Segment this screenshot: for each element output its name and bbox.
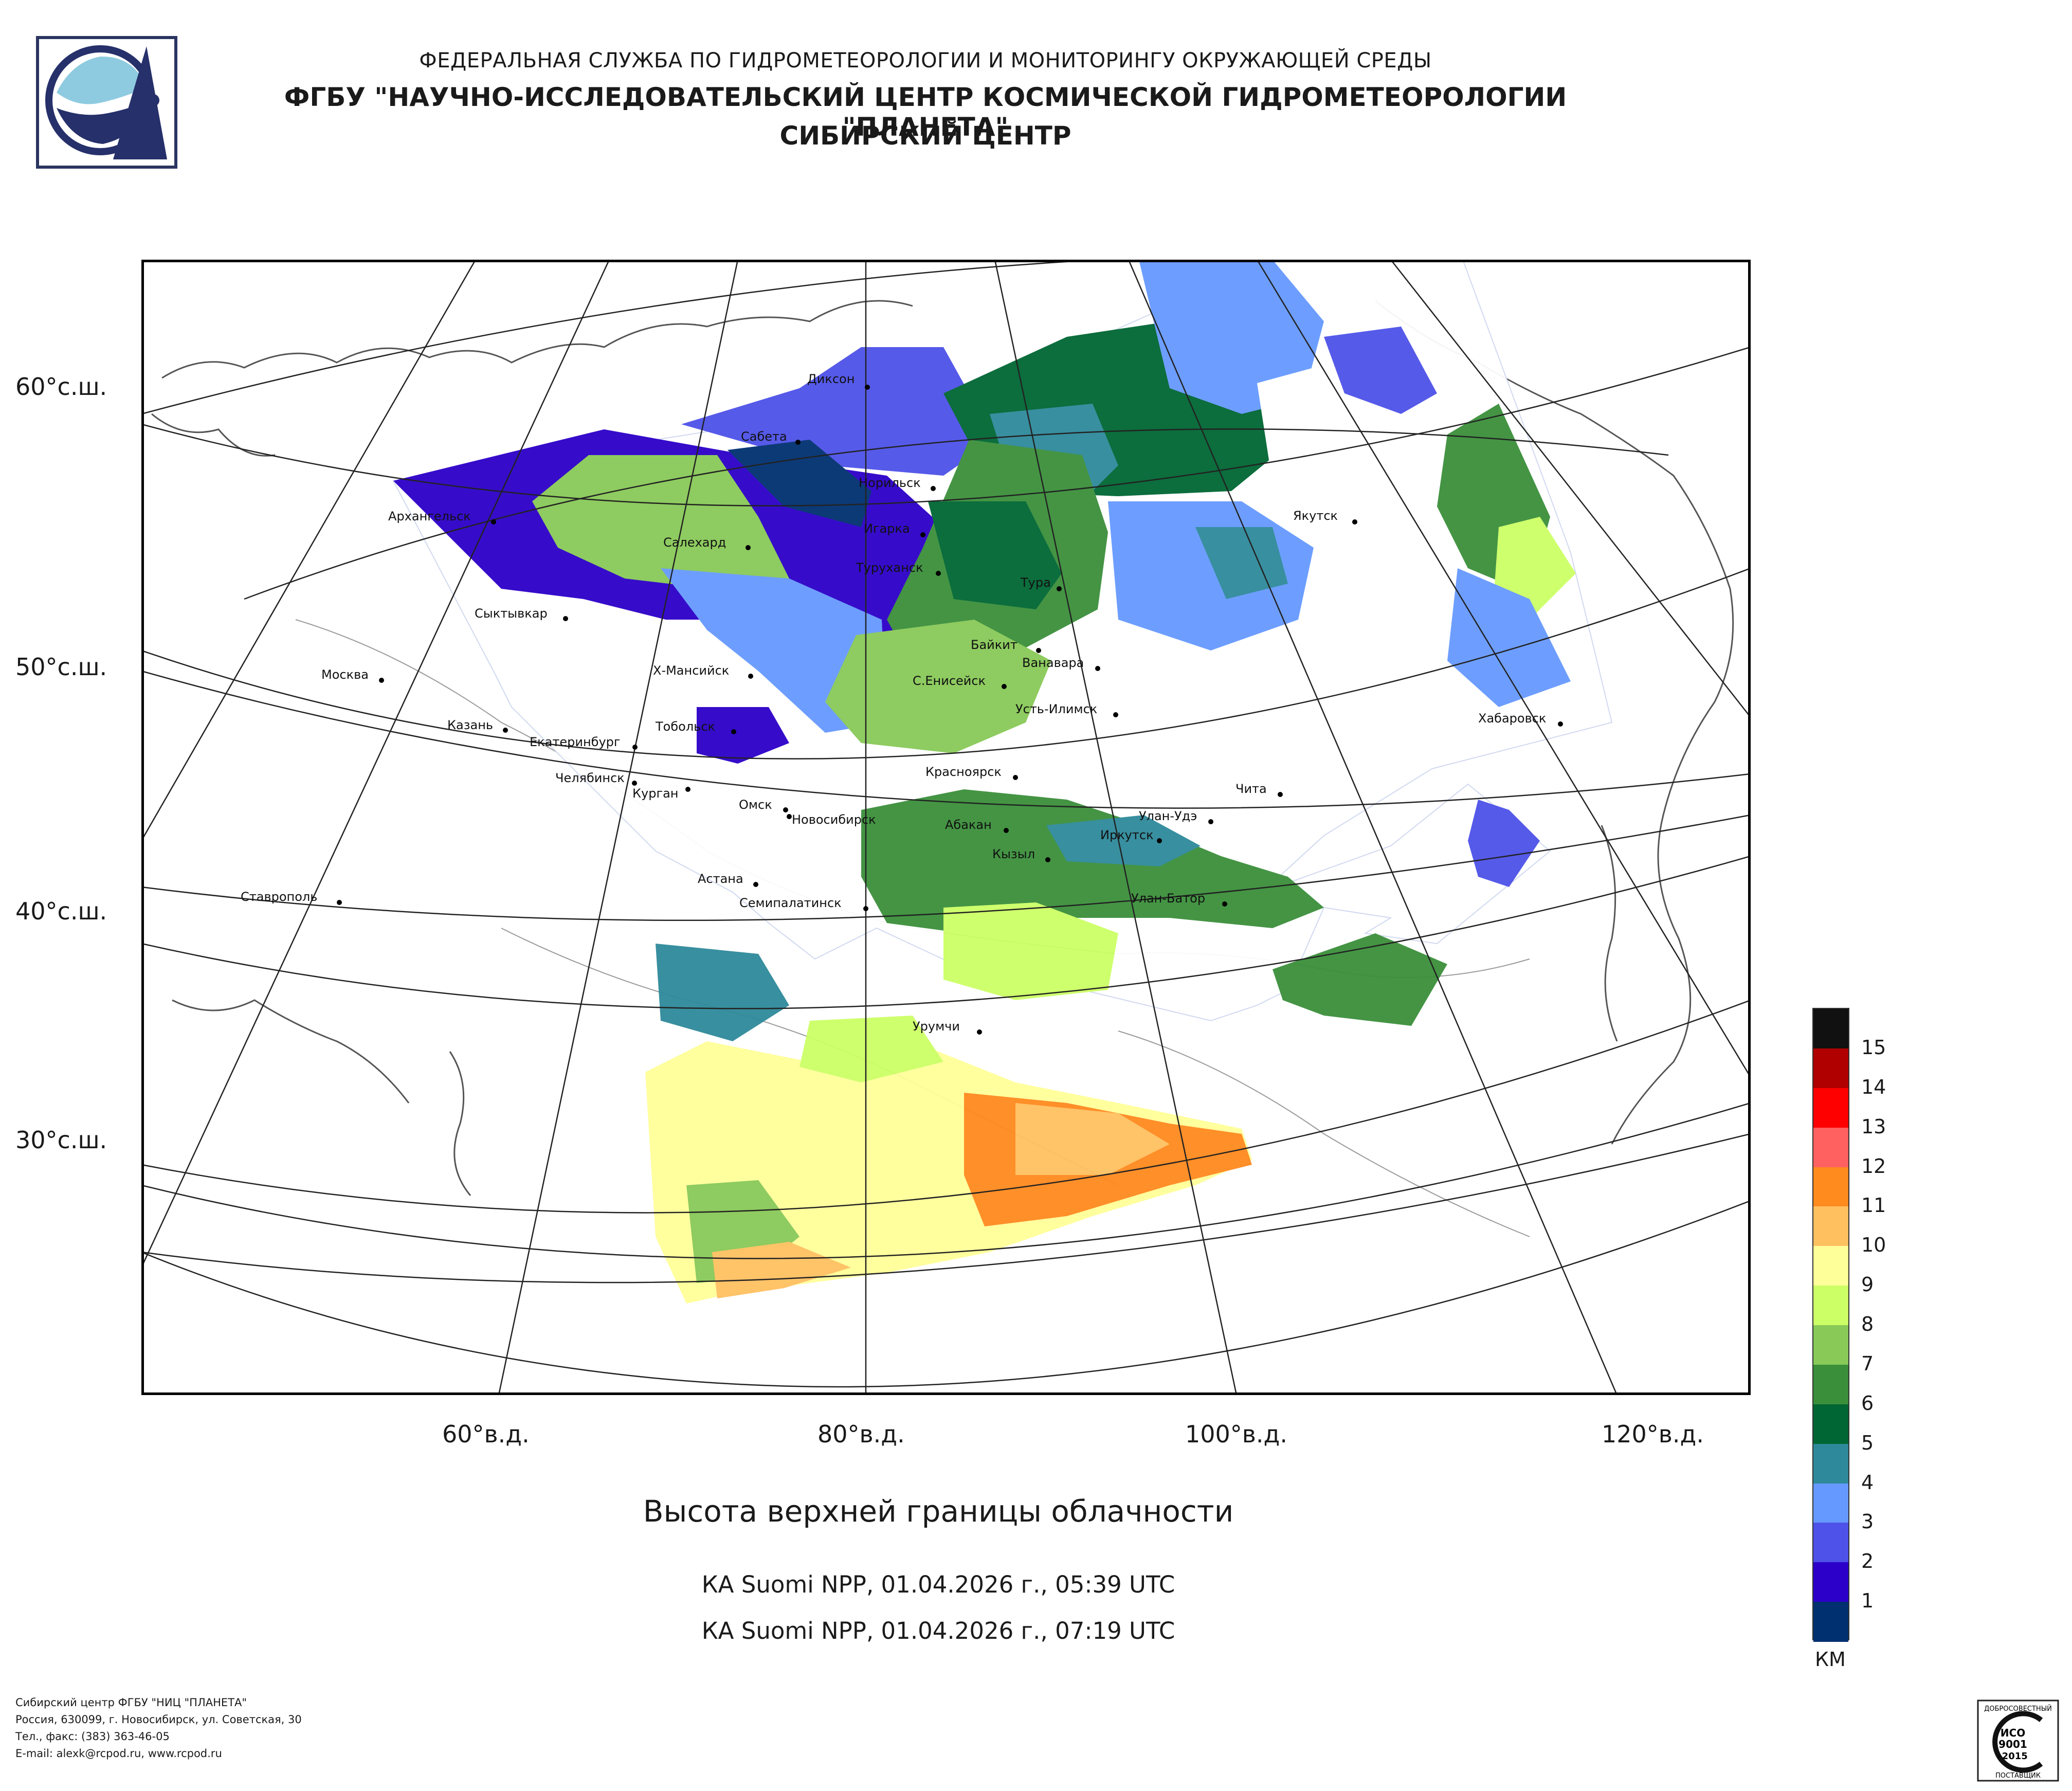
legend-swatch <box>1813 1364 1848 1405</box>
city-label-novosibirsk: Новосибирск <box>792 812 876 827</box>
city-label-urumqi: Урумчи <box>913 1019 960 1034</box>
lon-label-120: 120°в.д. <box>1602 1420 1704 1448</box>
legend-label: 6 <box>1861 1391 1874 1415</box>
lon-label-80: 80°в.д. <box>817 1420 905 1448</box>
city-label-baikit: Байкит <box>971 638 1017 652</box>
city-label-khabarovsk: Хабаровск <box>1478 711 1546 726</box>
legend-label: 10 <box>1861 1234 1886 1257</box>
legend-label: 2 <box>1861 1550 1874 1573</box>
svg-text:ДОБРОСОВЕСТНЫЙ: ДОБРОСОВЕСТНЫЙ <box>1984 1705 2052 1713</box>
legend-swatch <box>1813 1246 1848 1286</box>
city-label-norilsk: Норильск <box>859 476 921 490</box>
pass-2: КА Suomi NPP, 01.04.2026 г., 07:19 UTC <box>701 1617 1175 1644</box>
lat-label-50: 50°с.ш. <box>15 653 107 681</box>
footer-email: E-mail: alexk@rcpod.ru, www.rcpod.ru <box>15 1747 222 1760</box>
lat-label-40: 40°с.ш. <box>15 897 107 925</box>
city-label-ulan-bator: Улан-Батор <box>1131 891 1205 906</box>
city-label-yakutsk: Якутск <box>1293 509 1338 523</box>
legend-label: 9 <box>1861 1273 1874 1296</box>
svg-text:-2015: -2015 <box>1998 1751 2028 1762</box>
legend-label: 14 <box>1861 1075 1886 1098</box>
city-label-krasnoyarsk: Красноярск <box>925 765 1002 779</box>
city-label-astana: Астана <box>698 872 743 886</box>
city-label-abakan: Абакан <box>945 818 992 832</box>
legend-swatch <box>1813 1562 1848 1602</box>
center-name: СИБИРСКИЙ ЦЕНТР <box>779 121 1071 151</box>
footer-phone: Тел., факс: (383) 363-46-05 <box>15 1730 170 1743</box>
city-label-tobolsk: Тобольск <box>655 719 715 734</box>
legend-label: 5 <box>1861 1431 1874 1454</box>
city-label-salekhard: Салехард <box>663 535 726 550</box>
city-label-kazan: Казань <box>447 718 493 732</box>
institute-name: ФГБУ "НАУЧНО-ИССЛЕДОВАТЕЛЬСКИЙ ЦЕНТР КОС… <box>284 82 1567 142</box>
city-label-tura: Тура <box>1020 575 1051 590</box>
city-label-irkutsk: Иркутск <box>1100 828 1154 842</box>
city-label-vanavara: Ванавара <box>1022 656 1084 670</box>
footer-org: Сибирский центр ФГБУ "НИЦ "ПЛАНЕТА" <box>15 1696 247 1709</box>
svg-text:ПОСТАВЩИК: ПОСТАВЩИК <box>1995 1772 2041 1780</box>
legend-swatch <box>1813 1088 1848 1128</box>
legend-label: 15 <box>1861 1036 1886 1059</box>
city-label-omsk: Омск <box>739 798 772 812</box>
city-label-ulan-ude: Улан-Удэ <box>1139 809 1197 823</box>
pass-1: КА Suomi NPP, 01.04.2026 г., 05:39 UTC <box>701 1571 1175 1598</box>
height-legend <box>1812 1008 1849 1642</box>
svg-text:ИСО: ИСО <box>2001 1727 2025 1739</box>
legend-swatch <box>1813 1483 1848 1523</box>
city-label-moscow: Москва <box>321 667 369 682</box>
legend-swatch <box>1813 1404 1848 1444</box>
city-label-khanty-mansiysk: Х-Мансийск <box>653 663 729 678</box>
lat-label-60: 60°с.ш. <box>15 373 107 401</box>
legend-swatch <box>1813 1325 1848 1365</box>
legend-swatch <box>1813 1286 1848 1326</box>
legend-label: 4 <box>1861 1471 1874 1494</box>
graticule <box>141 260 1751 1395</box>
iso-certificate-badge: ДОБРОСОВЕСТНЫЙ ИСО 9001 -2015 ПОСТАВЩИК <box>1977 1699 2059 1782</box>
city-label-igarka: Игарка <box>864 521 910 536</box>
city-label-dikson: Диксон <box>807 372 855 386</box>
legend-swatch <box>1813 1009 1848 1049</box>
lon-label-60: 60°в.д. <box>442 1420 530 1448</box>
legend-swatch <box>1813 1602 1848 1642</box>
legend-label: 13 <box>1861 1115 1886 1138</box>
lat-label-30: 30°с.ш. <box>15 1126 107 1154</box>
city-label-s-yeniseysk: С.Енисейск <box>913 674 986 688</box>
city-label-semipalatinsk: Семипалатинск <box>739 896 842 910</box>
city-label-chelyabinsk: Челябинск <box>555 771 625 785</box>
city-labels: Диксон Сабета Норильск Игарка Архангельс… <box>241 372 1546 1034</box>
city-label-kurgan: Курган <box>632 786 678 801</box>
legend-label: 12 <box>1861 1154 1886 1178</box>
legend-swatch <box>1813 1048 1848 1089</box>
city-label-turukhansk: Туруханск <box>856 560 923 575</box>
legend-swatch <box>1813 1167 1848 1207</box>
lon-label-100: 100°в.д. <box>1185 1420 1287 1448</box>
city-label-arkhangelsk: Архангельск <box>388 509 471 523</box>
svg-text:9001: 9001 <box>1998 1738 2027 1750</box>
city-label-yekaterinburg: Екатеринбург <box>530 735 620 749</box>
legend-label: 8 <box>1861 1313 1874 1335</box>
planeta-logo <box>36 36 177 169</box>
city-markers <box>337 385 1563 1035</box>
legend-label: 1 <box>1861 1589 1874 1613</box>
footer-address: Россия, 630099, г. Новосибирск, ул. Сове… <box>15 1713 302 1726</box>
city-label-chita: Чита <box>1235 782 1267 796</box>
legend-unit: КМ <box>1815 1648 1846 1671</box>
map-border <box>141 260 1751 1395</box>
legend-swatch <box>1813 1127 1848 1167</box>
coastlines <box>151 300 1734 1196</box>
map-title: Высота верхней границы облачности <box>643 1494 1234 1529</box>
city-label-sabeta: Сабета <box>741 429 787 444</box>
legend-swatch <box>1813 1206 1848 1246</box>
legend-swatch <box>1813 1443 1848 1484</box>
city-label-kyzyl: Кызыл <box>992 847 1035 861</box>
agency-name: ФЕДЕРАЛЬНАЯ СЛУЖБА ПО ГИДРОМЕТЕОРОЛОГИИ … <box>419 49 1432 73</box>
cloud-top-height-map: Диксон Сабета Норильск Игарка Архангельс… <box>141 260 1751 1395</box>
legend-label: 3 <box>1861 1510 1874 1533</box>
legend-swatch <box>1813 1523 1848 1563</box>
city-label-syktyvkar: Сыктывкар <box>475 606 548 621</box>
legend-label: 7 <box>1861 1352 1874 1375</box>
city-label-stavropol: Ставрополь <box>241 890 317 904</box>
legend-label: 11 <box>1861 1194 1886 1217</box>
city-label-ust-ilimsk: Усть-Илимск <box>1015 702 1097 716</box>
